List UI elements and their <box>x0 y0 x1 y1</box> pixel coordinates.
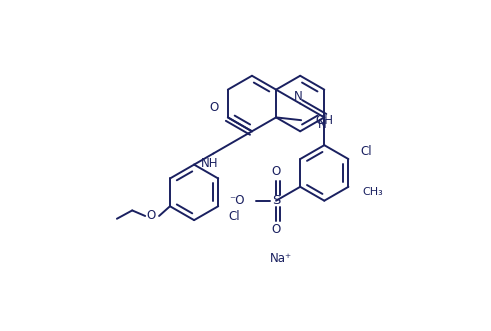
Text: S: S <box>272 194 280 207</box>
Text: Cl: Cl <box>228 210 240 223</box>
Text: NH: NH <box>201 157 218 170</box>
Text: O: O <box>209 101 218 114</box>
Text: N: N <box>318 118 327 131</box>
Text: O: O <box>272 223 281 236</box>
Text: CH₃: CH₃ <box>362 187 383 197</box>
Text: O: O <box>146 210 156 222</box>
Text: N: N <box>294 90 302 103</box>
Text: ⁻O: ⁻O <box>229 194 244 207</box>
Text: O: O <box>272 166 281 178</box>
Text: Cl: Cl <box>360 145 372 158</box>
Text: OH: OH <box>315 114 333 127</box>
Text: Na⁺: Na⁺ <box>270 252 292 265</box>
